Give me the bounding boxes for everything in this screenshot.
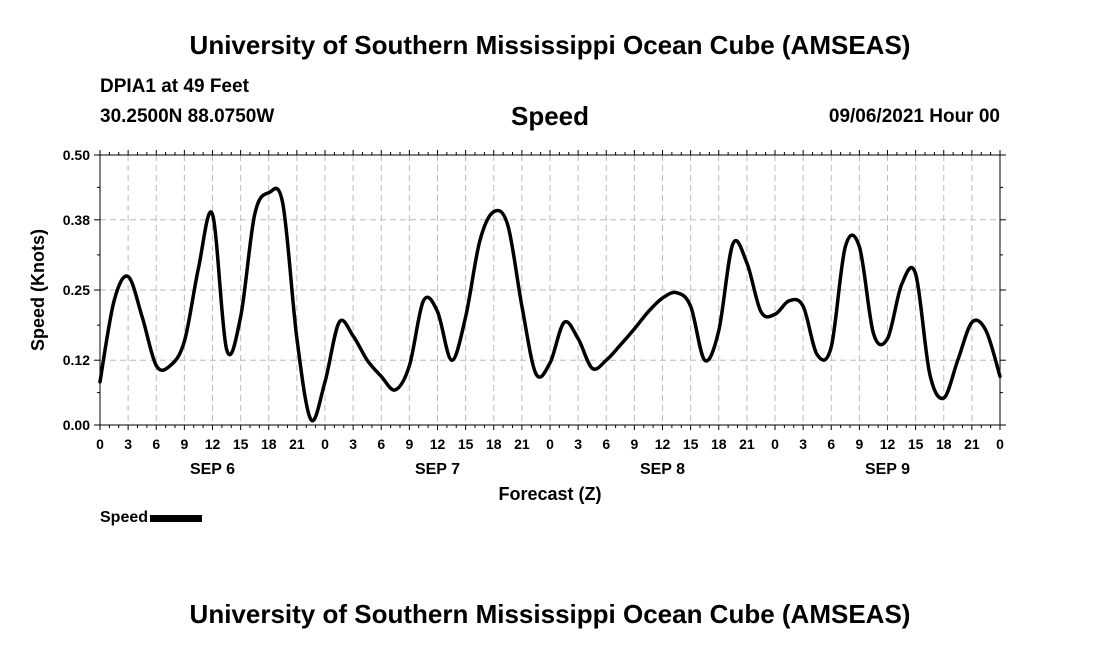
y-tick-label: 0.00 (63, 417, 90, 433)
x-tick-label: 18 (711, 436, 727, 452)
label-layer: 0.00 0.12 0.25 0.38 0.50 0 3 6 9 12 15 18 21 0 3 6 9 12 15… (28, 147, 1004, 504)
forecast-datetime: 09/06/2021 Hour 00 (828, 106, 1000, 127)
speed-series-line (98, 186, 1002, 423)
x-tick-label: 0 (546, 436, 554, 452)
x-tick-label: 12 (430, 436, 446, 452)
day-label: SEP 6 (190, 461, 235, 478)
legend-label: Speed (100, 509, 149, 526)
x-tick-label: 15 (908, 436, 924, 452)
x-tick-label: 6 (827, 436, 835, 452)
x-tick-label: 9 (855, 436, 863, 452)
day-label: SEP 8 (640, 461, 685, 478)
x-tick-label: 3 (574, 436, 582, 452)
x-axis-title: Forecast (Z) (498, 484, 601, 504)
day-label: SEP 7 (415, 461, 460, 478)
y-tick-label: 0.25 (63, 282, 90, 298)
x-tick-label: 18 (486, 436, 502, 452)
x-tick-label: 21 (289, 436, 305, 452)
x-tick-label: 9 (405, 436, 413, 452)
x-tick-label: 15 (233, 436, 249, 452)
x-tick-label: 21 (739, 436, 755, 452)
x-tick-label: 6 (377, 436, 385, 452)
x-tick-label: 0 (321, 436, 329, 452)
plot-frame (99, 154, 1001, 426)
series-layer (98, 186, 1002, 423)
y-axis-title: Speed (Knots) (28, 229, 48, 351)
x-tick-label: 12 (205, 436, 221, 452)
x-tick-label: 21 (514, 436, 530, 452)
y-tick-label: 0.50 (63, 147, 90, 163)
x-tick-label: 18 (261, 436, 277, 452)
main-title: University of Southern Mississippi Ocean… (189, 30, 911, 60)
x-tick-label: 6 (152, 436, 160, 452)
x-tick-label: 12 (655, 436, 671, 452)
y-tick-label: 0.38 (63, 212, 90, 228)
x-tick-label: 21 (964, 436, 980, 452)
x-tick-label: 3 (349, 436, 357, 452)
grid-layer (100, 155, 1000, 425)
x-tick-label: 9 (630, 436, 638, 452)
x-tick-label: 15 (458, 436, 474, 452)
x-tick-label: 6 (602, 436, 610, 452)
coordinates-label: 30.2500N 88.0750W (100, 106, 275, 127)
x-tick-label: 12 (880, 436, 896, 452)
x-tick-label: 0 (96, 436, 104, 452)
y-tick-label: 0.12 (63, 352, 90, 368)
day-label: SEP 9 (865, 461, 910, 478)
x-tick-label: 9 (180, 436, 188, 452)
axis-layer (94, 150, 1006, 430)
x-tick-label: 0 (996, 436, 1004, 452)
x-tick-label: 18 (936, 436, 952, 452)
legend-swatch (150, 514, 203, 522)
x-tick-label: 3 (124, 436, 132, 452)
footer-title: University of Southern Mississippi Ocean… (189, 599, 911, 629)
chart-title: Speed (510, 101, 590, 131)
station-label: DPIA1 at 49 Feet (100, 76, 249, 97)
legend: Speed (100, 509, 203, 527)
x-tick-label: 3 (799, 436, 807, 452)
x-tick-label: 0 (771, 436, 779, 452)
x-tick-label: 15 (683, 436, 699, 452)
